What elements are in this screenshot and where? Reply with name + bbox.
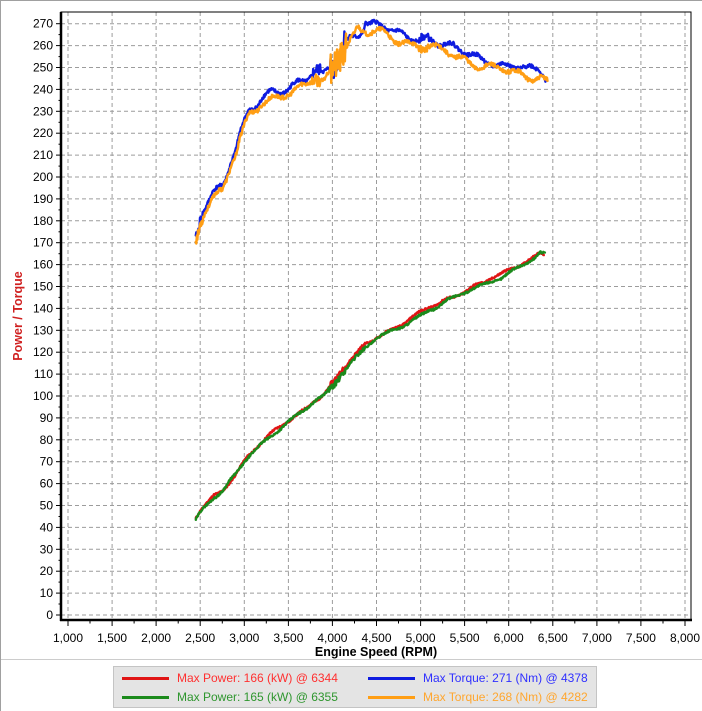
legend-entry-max-power-1: Max Power: 166 (kW) @ 6344 (122, 669, 368, 688)
svg-text:7,000: 7,000 (582, 631, 612, 645)
svg-text:40: 40 (40, 520, 54, 534)
x-axis-title: Engine Speed (RPM) (315, 645, 437, 659)
svg-text:4,500: 4,500 (361, 631, 391, 645)
svg-text:180: 180 (33, 214, 53, 228)
svg-text:3,500: 3,500 (273, 631, 303, 645)
svg-text:5,500: 5,500 (450, 631, 480, 645)
svg-text:1,000: 1,000 (53, 631, 83, 645)
svg-text:230: 230 (33, 104, 53, 118)
svg-text:100: 100 (33, 389, 53, 403)
curve-power-1 (194, 250, 545, 520)
green-line-swatch (122, 696, 169, 699)
svg-text:80: 80 (40, 433, 54, 447)
legend-entry-max-torque-1: Max Torque: 271 (Nm) @ 4378 (368, 669, 596, 688)
svg-text:30: 30 (40, 542, 54, 556)
svg-text:6,000: 6,000 (494, 631, 524, 645)
svg-text:130: 130 (33, 323, 53, 337)
legend-label: Max Power: 166 (kW) @ 6344 (177, 671, 338, 685)
svg-text:140: 140 (33, 301, 53, 315)
svg-text:1,500: 1,500 (97, 631, 127, 645)
svg-text:70: 70 (40, 455, 54, 469)
gridlines (61, 12, 691, 620)
svg-text:210: 210 (33, 148, 53, 162)
svg-text:2,500: 2,500 (185, 631, 215, 645)
svg-text:250: 250 (33, 61, 53, 75)
svg-text:90: 90 (40, 411, 54, 425)
curve-torque-2 (194, 24, 549, 245)
curve-torque-1 (194, 18, 547, 240)
axis-ticks-and-labels: 1,000 1,500 2,000 2,500 3,000 3,500 4,000 4,500… (33, 17, 700, 645)
dyno-curves (194, 18, 549, 521)
dyno-chart: 1,000 1,500 2,000 2,500 3,000 3,500 4,000 4,500… (1, 11, 702, 660)
svg-text:200: 200 (33, 170, 53, 184)
legend-label: Max Torque: 268 (Nm) @ 4282 (423, 690, 588, 704)
svg-text:7,500: 7,500 (626, 631, 656, 645)
svg-text:10: 10 (40, 586, 54, 600)
svg-text:260: 260 (33, 39, 53, 53)
svg-text:110: 110 (34, 367, 53, 381)
svg-text:5,000: 5,000 (406, 631, 436, 645)
svg-text:60: 60 (40, 477, 54, 491)
svg-text:2,000: 2,000 (141, 631, 171, 645)
svg-text:4,000: 4,000 (317, 631, 347, 645)
legend-label: Max Torque: 271 (Nm) @ 4378 (423, 671, 588, 685)
legend-entry-max-torque-2: Max Torque: 268 (Nm) @ 4282 (368, 688, 596, 707)
svg-text:150: 150 (33, 280, 53, 294)
svg-text:160: 160 (33, 258, 53, 272)
legend-label: Max Power: 165 (kW) @ 6355 (177, 690, 338, 704)
svg-text:20: 20 (40, 564, 54, 578)
svg-text:50: 50 (40, 499, 54, 513)
svg-text:8,000: 8,000 (670, 631, 700, 645)
blue-line-swatch (368, 677, 415, 680)
svg-text:3,000: 3,000 (229, 631, 259, 645)
svg-text:170: 170 (33, 236, 53, 250)
svg-text:0: 0 (46, 608, 53, 622)
svg-text:240: 240 (33, 82, 53, 96)
svg-text:120: 120 (33, 345, 53, 359)
svg-text:270: 270 (33, 17, 53, 31)
svg-text:220: 220 (33, 126, 53, 140)
curve-power-2 (194, 250, 547, 521)
svg-text:6,500: 6,500 (538, 631, 568, 645)
red-line-swatch (122, 677, 169, 680)
chart-legend: Max Power: 166 (kW) @ 6344 Max Torque: 2… (113, 666, 597, 708)
orange-line-swatch (368, 696, 415, 699)
svg-text:190: 190 (33, 192, 53, 206)
legend-entry-max-power-2: Max Power: 165 (kW) @ 6355 (122, 688, 368, 707)
y-axis-title: Power / Torque (11, 271, 25, 360)
